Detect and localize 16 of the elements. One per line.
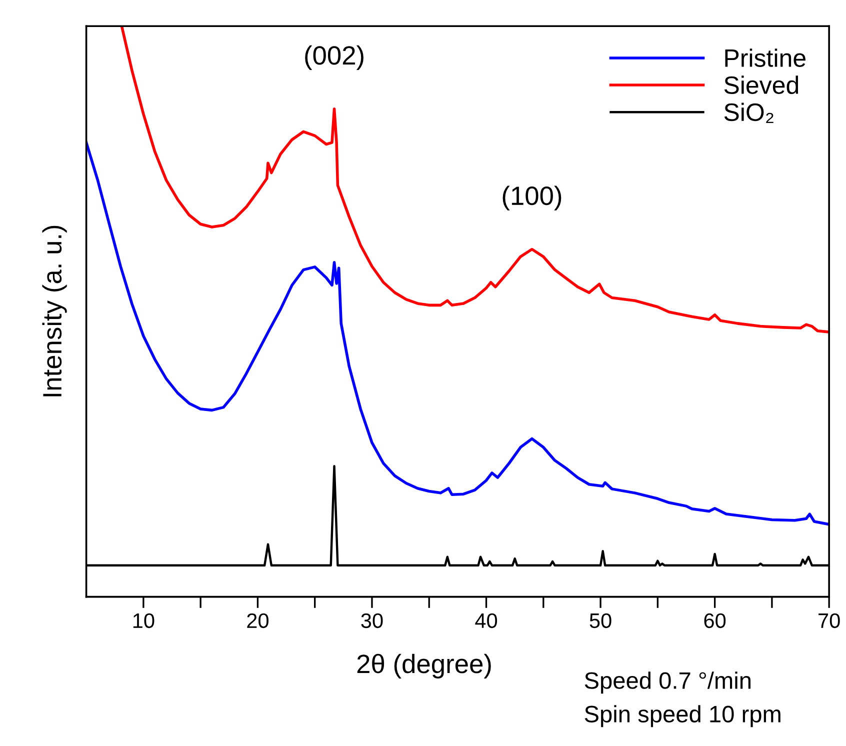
x-tick-label: 50	[590, 613, 612, 628]
x-tick-label: 10	[133, 613, 154, 628]
text: Spin speed 10 rpm	[584, 705, 780, 728]
x-tick-label: 40	[475, 613, 498, 628]
x-tick-label: 30	[361, 613, 383, 628]
x-tick-label: 70	[818, 613, 840, 628]
x-axis-title: 2θ (degree)	[357, 654, 491, 678]
text: Speed 0.7 °/min	[584, 672, 750, 694]
x-tick-label: 60	[704, 613, 726, 628]
x-tick-label: 20	[247, 613, 268, 628]
annotation: (002)	[305, 45, 364, 70]
annotation: (100)	[502, 186, 562, 210]
legend-label: Sieved	[724, 76, 798, 94]
legend-label: Pristine	[725, 48, 806, 67]
legend-label: SiO₂	[724, 102, 774, 123]
y-axis-title: Intensity (a. u.)	[42, 226, 67, 396]
